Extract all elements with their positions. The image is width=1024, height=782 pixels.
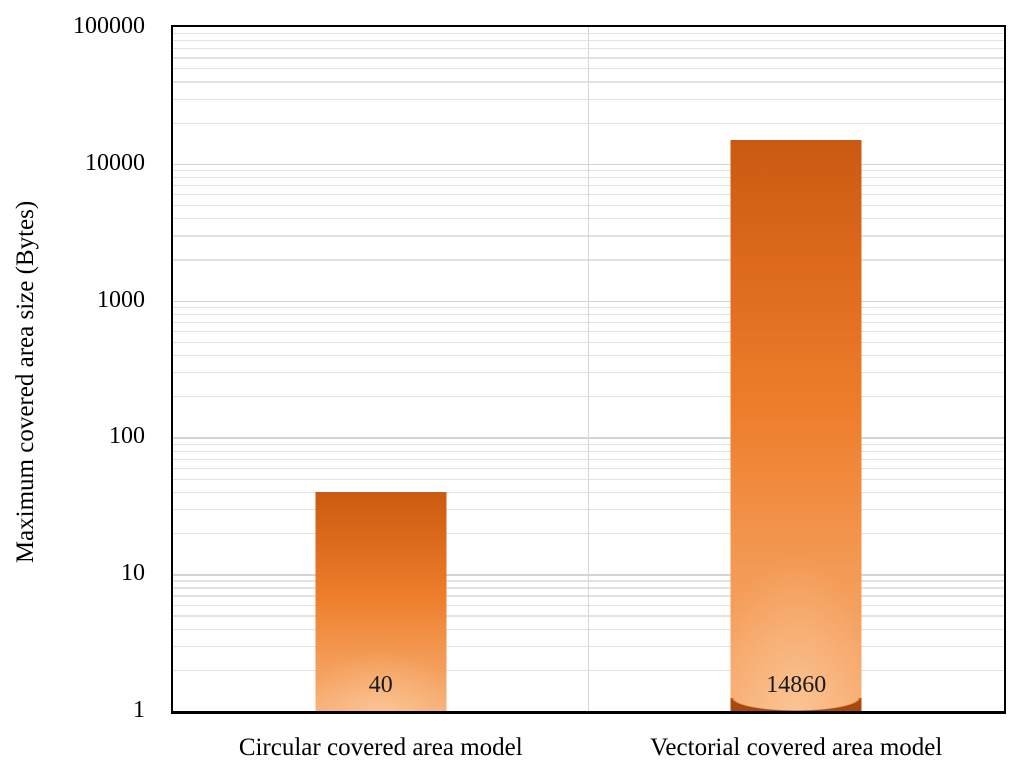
category-boundary-gridline xyxy=(587,27,590,711)
x-axis-category-labels: Circular covered area model Vectorial cov… xyxy=(173,734,1004,774)
bar-value-label: 40 xyxy=(368,672,393,698)
bar-1: 40 xyxy=(315,491,447,712)
bar-2: 14860 xyxy=(730,140,862,711)
y-tick-label: 1 xyxy=(133,696,145,723)
y-tick-label: 10000 xyxy=(85,149,145,176)
y-axis-tick-labels: 1 10 100 1000 10000 100000 xyxy=(28,13,145,723)
y-tick-label: 1000 xyxy=(97,286,145,313)
x-category-label: Vectorial covered area model xyxy=(650,734,943,761)
x-category-label: Circular covered area model xyxy=(238,734,523,761)
y-tick-label: 10 xyxy=(121,560,145,587)
y-tick-label: 100000 xyxy=(73,12,145,39)
plot-area: 40 14860 xyxy=(171,25,1006,714)
y-tick-label: 100 xyxy=(109,423,145,450)
bar-base-shadow xyxy=(730,698,862,711)
bar-value-label: 14860 xyxy=(766,672,827,698)
